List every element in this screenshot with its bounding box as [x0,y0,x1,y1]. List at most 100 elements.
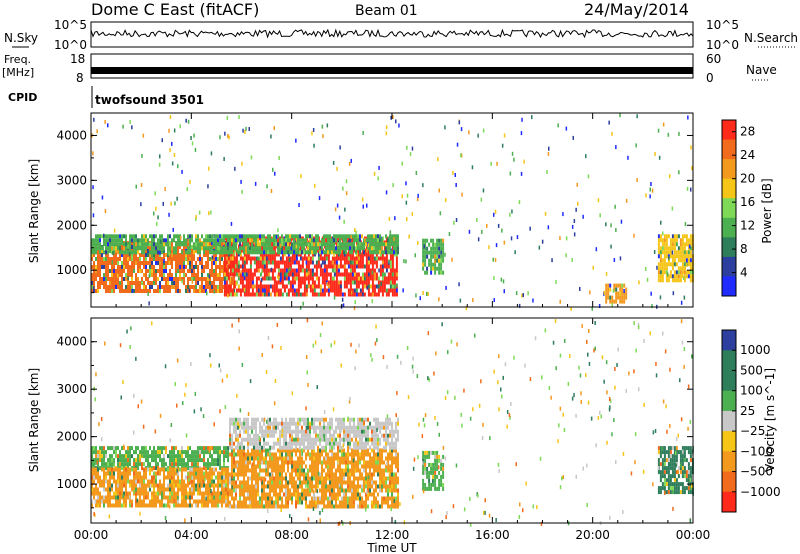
data-cell [281,272,284,277]
data-cell [185,289,187,293]
data-cell [291,288,294,293]
data-cell [167,499,169,504]
data-cell [311,272,314,277]
data-speck [438,188,440,193]
data-cell [291,234,293,239]
data-cell [391,252,394,257]
data-cell [297,280,300,285]
data-cell [381,272,384,277]
data-cell [221,479,223,484]
data-cell [145,495,147,500]
data-cell [157,495,159,500]
data-cell [357,292,360,297]
data-cell [229,292,232,297]
data-cell [265,484,267,489]
data-cell [97,257,99,261]
data-cell [217,475,219,480]
data-cell [297,488,299,493]
data-cell [307,260,310,265]
data-cell [263,238,265,243]
data-cell [375,260,378,265]
data-cell [271,268,274,273]
data-cell [333,292,336,297]
data-cell [347,256,350,261]
data-cell [161,483,163,488]
data-cell [185,253,187,257]
data-cell [127,454,129,459]
data-cell [117,483,119,488]
data-cell [173,253,175,257]
data-cell [363,292,366,297]
data-cell [333,238,335,243]
data-cell [361,448,363,453]
data-cell [353,276,356,281]
data-cell [235,492,237,497]
data-cell [369,256,372,261]
data-cell [281,256,284,261]
data-cell [119,285,121,289]
data-cell [169,277,171,281]
data-cell [251,488,253,493]
data-cell [422,258,425,263]
data-cell [177,257,179,261]
data-cell [297,492,299,497]
data-speck [333,276,335,281]
data-speck [620,219,623,224]
data-cell [253,484,255,489]
data-cell [307,472,309,477]
data-cell [275,260,278,265]
data-cell [223,458,225,463]
data-cell [99,269,101,273]
data-cell [313,284,316,289]
data-cell [426,254,429,259]
data-cell [293,256,296,261]
data-cell [677,246,680,251]
data-cell [169,487,171,492]
data-cell [683,278,686,283]
data-cell [351,480,353,485]
data-cell [331,464,333,469]
data-cell [343,504,345,509]
data-cell [167,467,169,472]
data-cell [347,472,349,477]
data-speck [440,250,442,255]
data-cell [167,273,169,277]
data-cell [93,467,95,472]
data-cell [673,254,676,259]
data-cell [385,260,388,265]
data-cell [323,460,325,465]
data-cell [353,260,356,265]
data-cell [373,246,375,251]
data-cell [367,480,369,485]
data-cell [259,256,262,261]
data-cell [109,261,111,265]
data-speck [650,182,652,186]
data-cell [201,242,203,247]
data-cell [203,446,205,451]
data-cell [291,272,294,277]
data-cell [219,450,221,455]
data-cell [181,499,183,504]
data-cell [335,504,337,509]
data-cell [323,242,325,247]
data-cell [165,487,167,492]
data-cell [211,269,213,273]
data-cell [151,454,153,459]
data-cell [287,484,289,489]
data-cell [119,471,121,476]
data-cell [227,487,229,492]
data-cell [319,242,321,247]
data-speck [500,277,503,282]
data-cell [325,472,327,477]
data-cell [109,269,111,273]
data-cell [157,471,159,476]
data-cell [343,234,345,239]
data-cell [217,257,219,261]
data-cell [355,448,357,453]
data-cell [283,456,285,461]
data-cell [303,476,305,481]
data-cell [351,280,354,285]
data-cell [265,504,267,509]
data-cell [193,458,195,463]
data-cell [201,273,203,277]
